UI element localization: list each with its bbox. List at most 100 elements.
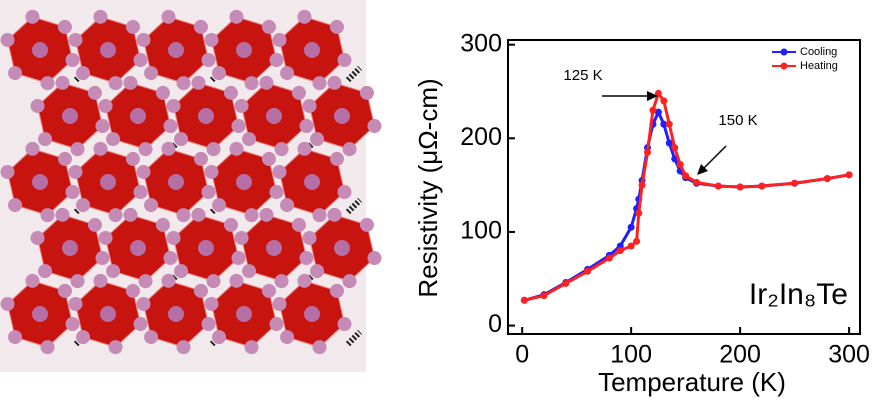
data-point [654, 89, 662, 97]
atom [161, 273, 176, 288]
atom [291, 85, 306, 100]
atom [229, 141, 244, 156]
atom [312, 208, 327, 223]
atom [337, 317, 352, 332]
atom [25, 141, 40, 156]
atom [312, 76, 327, 91]
atom [65, 317, 80, 332]
atom [234, 98, 249, 113]
atom [25, 9, 40, 24]
atom [95, 119, 110, 134]
atom [106, 132, 121, 147]
atom [68, 164, 83, 179]
atom [266, 240, 282, 256]
data-point [665, 120, 673, 128]
atom [87, 217, 102, 232]
atom [108, 340, 123, 355]
atom [100, 174, 116, 190]
x-tick-label: 200 [719, 341, 761, 369]
atom [272, 296, 287, 311]
atom [168, 306, 184, 322]
data-point [791, 179, 799, 187]
atom [310, 264, 325, 279]
annotation-arrow [701, 145, 727, 171]
atom [223, 85, 238, 100]
data-point [616, 247, 624, 255]
atom [38, 132, 53, 147]
atom [155, 217, 170, 232]
atom [259, 75, 274, 90]
atom [168, 42, 184, 58]
atom [261, 151, 276, 166]
atom [234, 230, 249, 245]
atom [98, 230, 113, 245]
atom [223, 217, 238, 232]
y-tick-label: 100 [460, 217, 502, 245]
atom [329, 19, 344, 34]
te-chain [345, 197, 363, 215]
x-tick-label: 0 [515, 341, 529, 369]
data-point [714, 182, 722, 190]
atom [242, 264, 257, 279]
atom [8, 198, 23, 213]
data-point [635, 209, 643, 217]
atom [274, 274, 289, 289]
atom [206, 274, 221, 289]
atom [231, 119, 246, 134]
atom [155, 85, 170, 100]
atom [32, 174, 48, 190]
atom [138, 142, 153, 157]
atom [212, 198, 227, 213]
data-point [520, 296, 528, 304]
atom [272, 32, 287, 47]
atom [310, 132, 325, 147]
compound-label: Ir₂In₈Te [749, 278, 848, 311]
atom [174, 264, 189, 279]
atom [40, 208, 55, 223]
atom [55, 75, 70, 90]
atom [334, 108, 350, 124]
atom [8, 66, 23, 81]
atom [329, 151, 344, 166]
atom [297, 9, 312, 24]
atom [144, 66, 159, 81]
y-tick-label: 300 [460, 29, 502, 57]
data-point [845, 171, 853, 179]
data-point [627, 242, 635, 250]
atom [123, 75, 138, 90]
atom [193, 151, 208, 166]
data-point [638, 181, 646, 189]
atom [204, 32, 219, 47]
atom [161, 9, 176, 24]
atom [201, 185, 216, 200]
atom [304, 174, 320, 190]
atom [304, 306, 320, 322]
atom [327, 75, 342, 90]
atom [32, 306, 48, 322]
atom [32, 42, 48, 58]
atom [329, 283, 344, 298]
atom [25, 273, 40, 288]
x-tick-label: 300 [828, 341, 870, 369]
x-tick-label: 100 [610, 341, 652, 369]
atom [274, 142, 289, 157]
atom [193, 19, 208, 34]
data-point [605, 254, 613, 262]
atom [40, 340, 55, 355]
atom [38, 264, 53, 279]
atom [302, 98, 317, 113]
atom [57, 19, 72, 34]
atom [359, 217, 374, 232]
atom [193, 283, 208, 298]
annotation: 125 K [563, 67, 602, 84]
x-axis-label: Temperature (K) [598, 367, 786, 397]
data-point [584, 267, 592, 275]
atom [280, 198, 295, 213]
atom [125, 19, 140, 34]
atom [62, 108, 78, 124]
data-point [660, 120, 668, 128]
atom [280, 330, 295, 345]
data-point [682, 172, 690, 180]
atom [212, 330, 227, 345]
atom [76, 198, 91, 213]
